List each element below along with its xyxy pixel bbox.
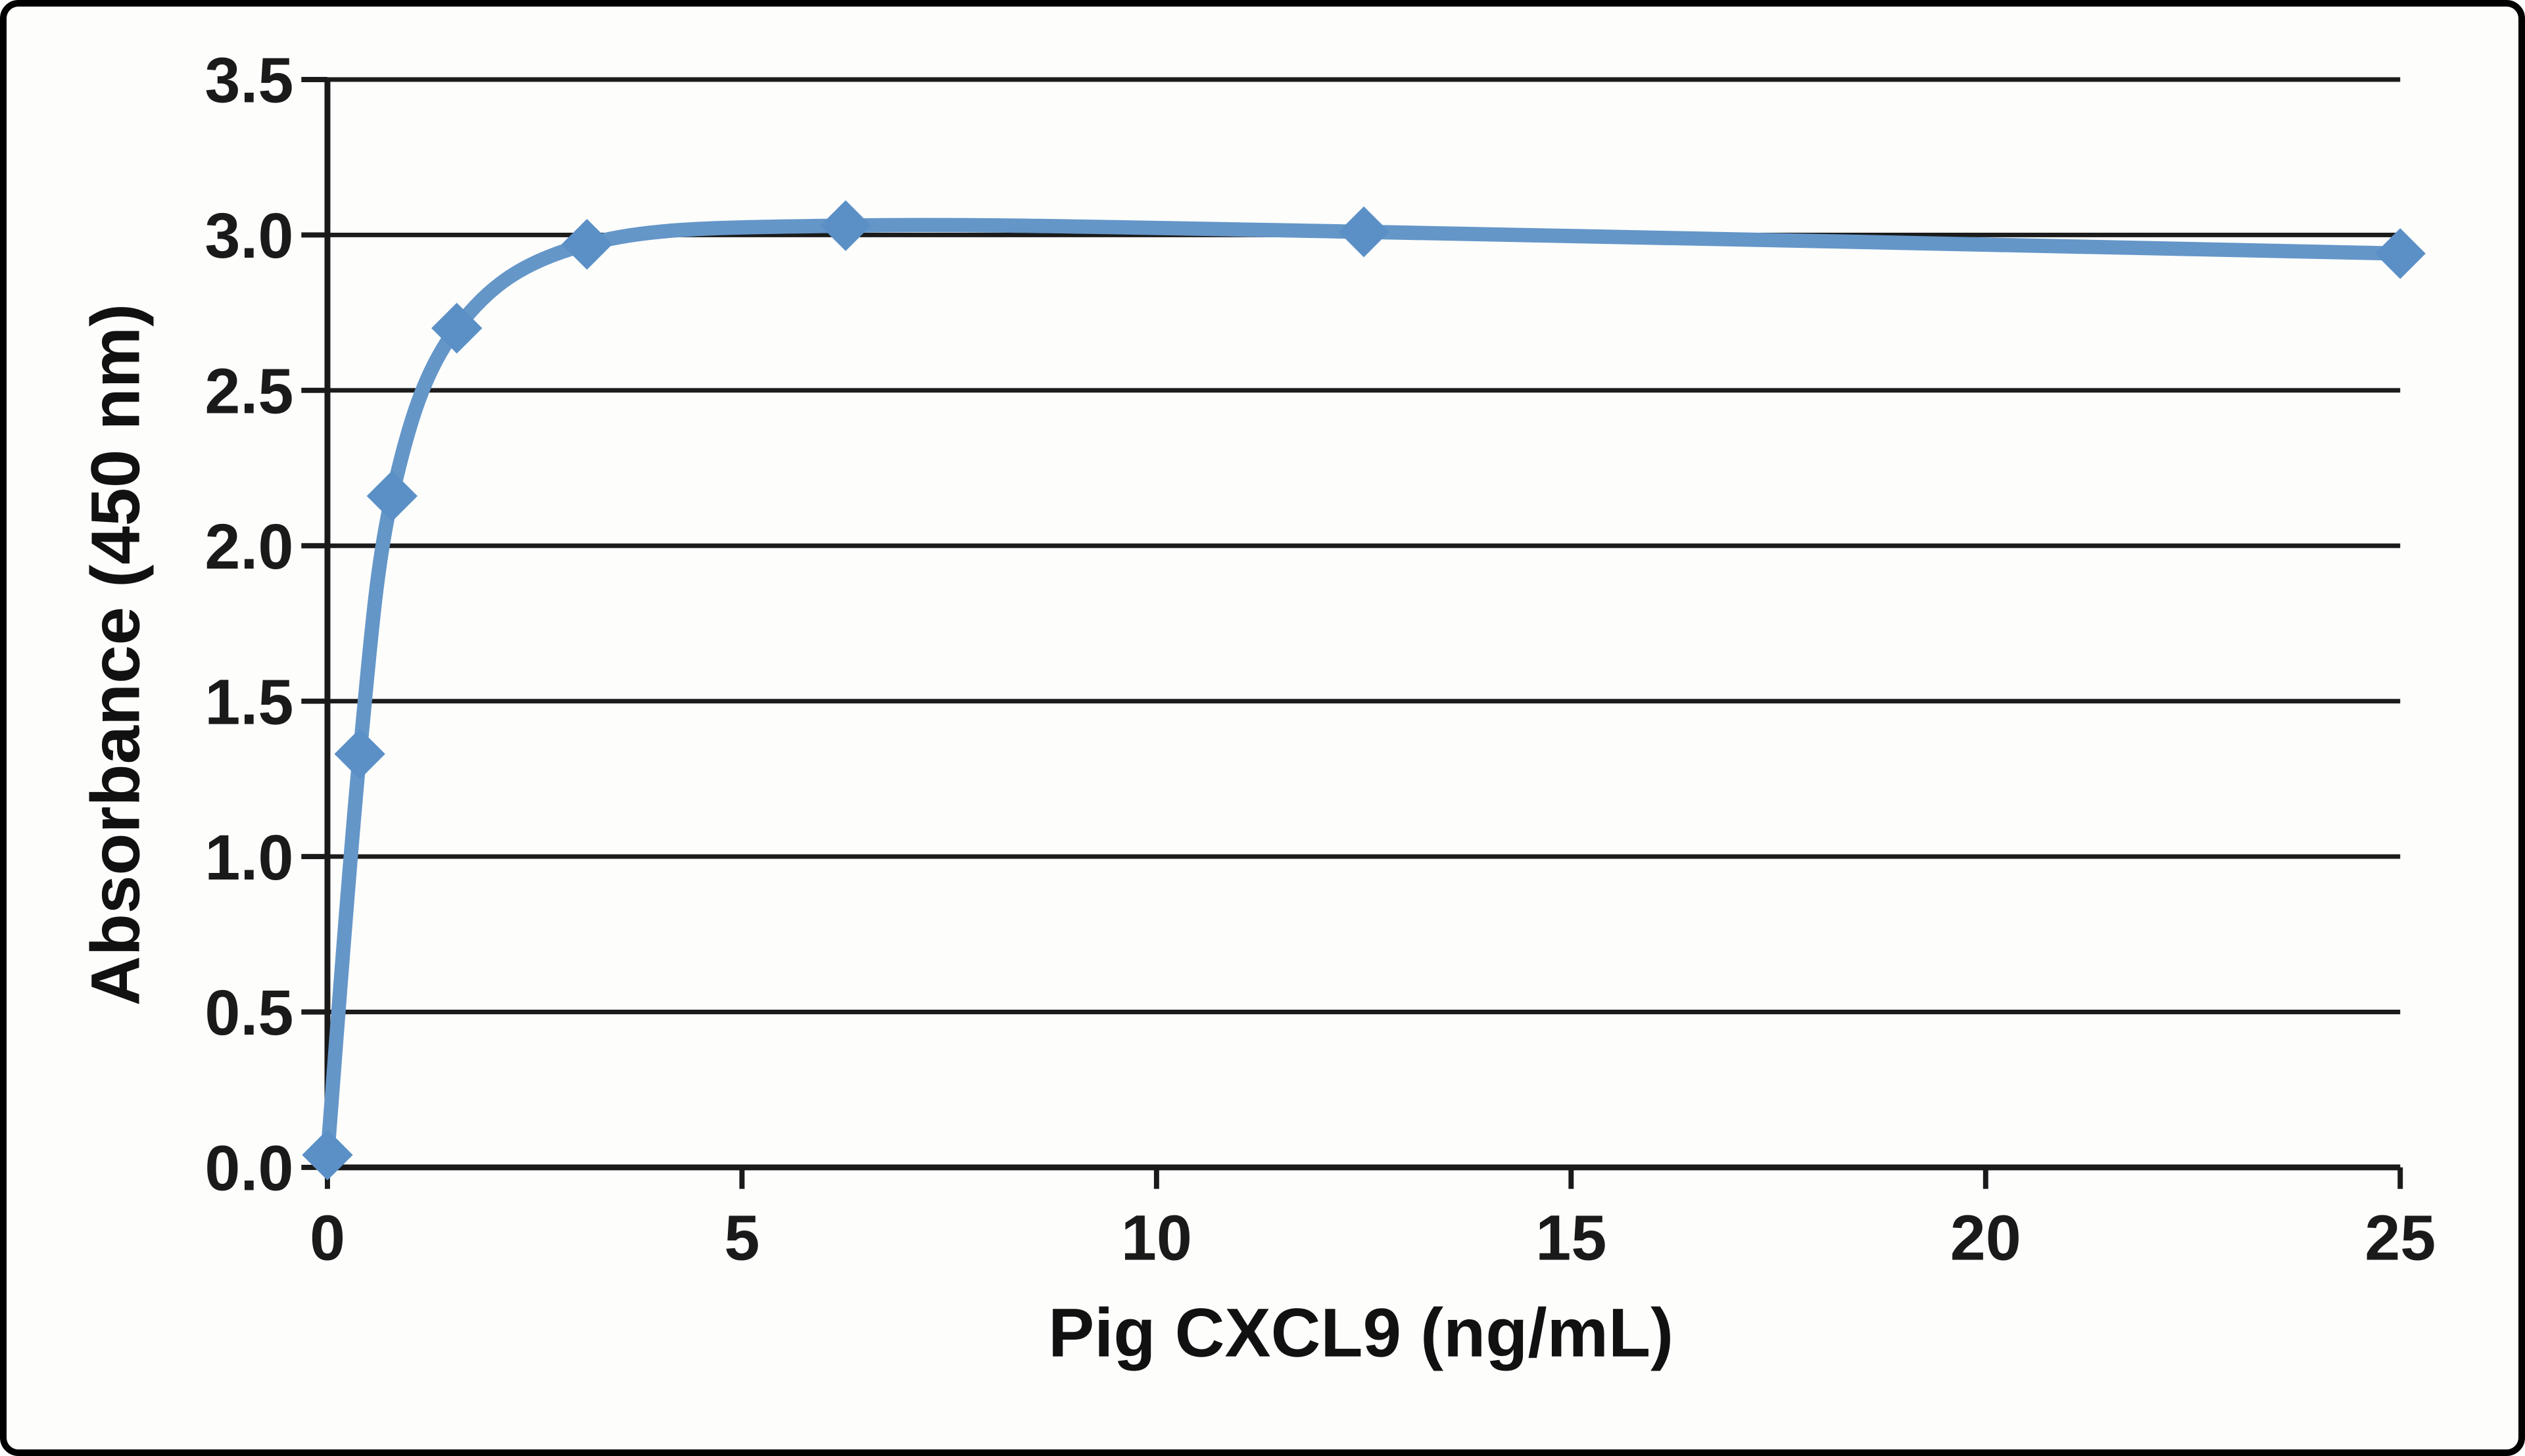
y-tick-label: 0.5 bbox=[204, 977, 293, 1048]
y-tick-label: 2.5 bbox=[204, 356, 293, 427]
y-tick-label: 3.0 bbox=[204, 200, 293, 271]
data-point-marker bbox=[302, 1129, 353, 1181]
y-tick-label: 3.5 bbox=[204, 45, 293, 116]
data-point-marker bbox=[1338, 206, 1389, 258]
line-chart: 0.0 0.5 1.0 1.5 2.0 2.5 3.0 3.5 0 5 10 15 20 25 Absor… bbox=[78, 45, 2436, 1372]
series-layer bbox=[302, 200, 2426, 1181]
data-point-marker bbox=[366, 470, 418, 522]
x-axis-title: Pig CXCL9 (ng/mL) bbox=[1048, 1294, 1673, 1371]
y-axis-title: Absorbance (450 nm) bbox=[78, 304, 155, 1006]
series-line bbox=[320, 218, 2408, 1162]
y-tick-label: 1.0 bbox=[204, 822, 293, 893]
data-point-marker bbox=[561, 218, 613, 270]
y-tick-label: 2.0 bbox=[204, 511, 293, 582]
tick-labels-layer: 0.0 0.5 1.0 1.5 2.0 2.5 3.0 3.5 0 5 10 15 20 25 bbox=[204, 45, 2436, 1274]
data-point-marker bbox=[820, 200, 871, 251]
axes-layer bbox=[301, 77, 2403, 1189]
x-tick-label: 5 bbox=[724, 1202, 759, 1274]
data-point-marker bbox=[334, 728, 385, 780]
x-tick-label: 25 bbox=[2365, 1202, 2436, 1274]
x-tick-label: 20 bbox=[1950, 1202, 2021, 1274]
y-tick-label: 0.0 bbox=[204, 1133, 293, 1204]
y-tick-label: 1.5 bbox=[204, 666, 293, 738]
x-tick-label: 10 bbox=[1121, 1202, 1192, 1274]
x-tick-label: 15 bbox=[1535, 1202, 1606, 1274]
x-tick-label: 0 bbox=[310, 1202, 345, 1274]
